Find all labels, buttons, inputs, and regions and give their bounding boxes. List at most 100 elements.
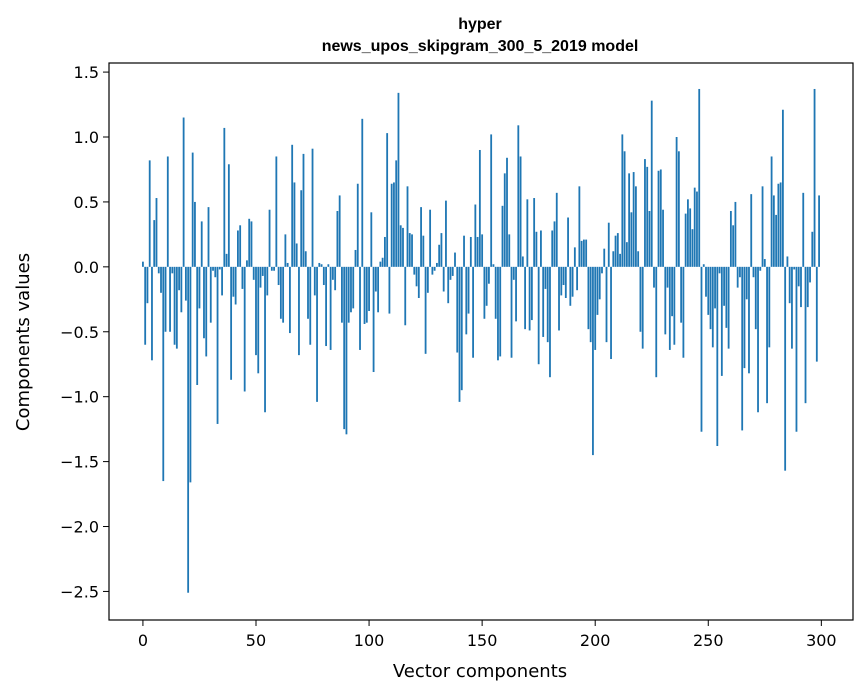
y-ticks: −2.5 −2.0 −1.5 −1.0 −0.5 0.0 0.5 1.0 1.5 <box>60 63 109 601</box>
bar-19 <box>184 266 187 301</box>
bar-110 <box>390 183 393 267</box>
bar-283 <box>781 109 784 267</box>
bar-271 <box>754 266 757 330</box>
bar-40 <box>232 266 235 297</box>
bar-192 <box>576 266 579 291</box>
bar-267 <box>745 266 748 300</box>
bar-217 <box>632 172 635 267</box>
bar-102 <box>372 266 375 373</box>
y-tick-label: 0.0 <box>74 258 99 277</box>
bar-129 <box>433 266 436 271</box>
bar-154 <box>490 134 493 267</box>
bar-146 <box>472 266 474 358</box>
bar-37 <box>225 253 228 267</box>
bar-272 <box>757 266 759 413</box>
bar-125 <box>424 266 427 354</box>
bar-210 <box>616 233 619 267</box>
bar-235 <box>673 266 676 345</box>
bar-165 <box>515 266 517 322</box>
bar-56 <box>268 209 271 267</box>
bar-107 <box>383 236 386 267</box>
bar-255 <box>718 266 721 274</box>
bar-174 <box>535 231 538 267</box>
bar-223 <box>646 166 649 267</box>
bar-27 <box>203 266 205 339</box>
x-tick-label: 100 <box>354 631 385 650</box>
bar-126 <box>426 266 429 293</box>
x-tick-label: 250 <box>693 631 724 650</box>
bar-67 <box>293 182 296 267</box>
bar-141 <box>460 266 463 391</box>
bar-98 <box>363 266 366 324</box>
bar-32 <box>214 266 217 278</box>
bar-20 <box>187 266 190 593</box>
bar-89 <box>343 266 346 430</box>
bar-193 <box>578 186 581 267</box>
y-axis-label: Components values <box>13 253 34 431</box>
bar-240 <box>684 213 687 267</box>
bar-84 <box>331 266 334 280</box>
bar-64 <box>286 262 289 267</box>
bar-274 <box>761 186 764 267</box>
bar-170 <box>526 199 529 267</box>
bar-270 <box>752 266 755 278</box>
bar-298 <box>815 266 818 362</box>
bar-151 <box>483 266 486 319</box>
bar-105 <box>379 261 382 267</box>
bar-232 <box>666 266 669 288</box>
y-tick-label: −2.0 <box>60 518 99 537</box>
bar-290 <box>797 266 800 287</box>
bar-190 <box>571 266 574 297</box>
bar-79 <box>320 264 323 267</box>
bar-291 <box>800 266 802 308</box>
bar-259 <box>727 266 730 349</box>
bar-273 <box>759 266 762 271</box>
bar-44 <box>241 266 244 289</box>
bar-8 <box>160 266 162 293</box>
bar-297 <box>813 88 816 267</box>
bar-101 <box>370 212 373 267</box>
bar-124 <box>422 235 425 267</box>
bar-220 <box>639 266 642 332</box>
bar-144 <box>467 266 470 314</box>
bar-213 <box>623 151 626 267</box>
bar-227 <box>655 266 658 378</box>
bar-93 <box>352 266 355 309</box>
bar-216 <box>630 212 633 267</box>
bar-54 <box>264 266 266 413</box>
bar-11 <box>166 156 169 267</box>
bar-49 <box>252 266 255 280</box>
bar-21 <box>189 266 192 483</box>
bar-157 <box>497 266 499 361</box>
bar-194 <box>580 240 583 267</box>
bar-285 <box>786 256 789 267</box>
bar-111 <box>393 182 395 267</box>
bar-26 <box>200 221 203 267</box>
bar-222 <box>644 159 646 267</box>
bars-group <box>142 88 820 593</box>
bar-288 <box>793 266 796 270</box>
bar-200 <box>594 266 597 350</box>
bar-48 <box>250 221 253 267</box>
bar-253 <box>714 266 716 309</box>
bar-204 <box>603 248 606 267</box>
bar-195 <box>582 239 585 267</box>
bar-225 <box>650 100 653 267</box>
bar-182 <box>553 221 556 267</box>
bar-139 <box>456 266 459 353</box>
bar-244 <box>693 187 696 267</box>
y-tick-label: 1.0 <box>74 128 99 147</box>
bar-256 <box>720 266 723 376</box>
bar-17 <box>180 266 183 313</box>
bar-30 <box>209 266 212 323</box>
bar-22 <box>191 152 194 267</box>
bar-224 <box>648 211 651 267</box>
bar-197 <box>587 266 590 330</box>
bar-153 <box>488 266 490 284</box>
bar-251 <box>709 266 712 330</box>
bar-250 <box>707 266 710 315</box>
bar-15 <box>175 266 178 349</box>
bar-4 <box>151 266 153 361</box>
bar-160 <box>503 173 506 267</box>
